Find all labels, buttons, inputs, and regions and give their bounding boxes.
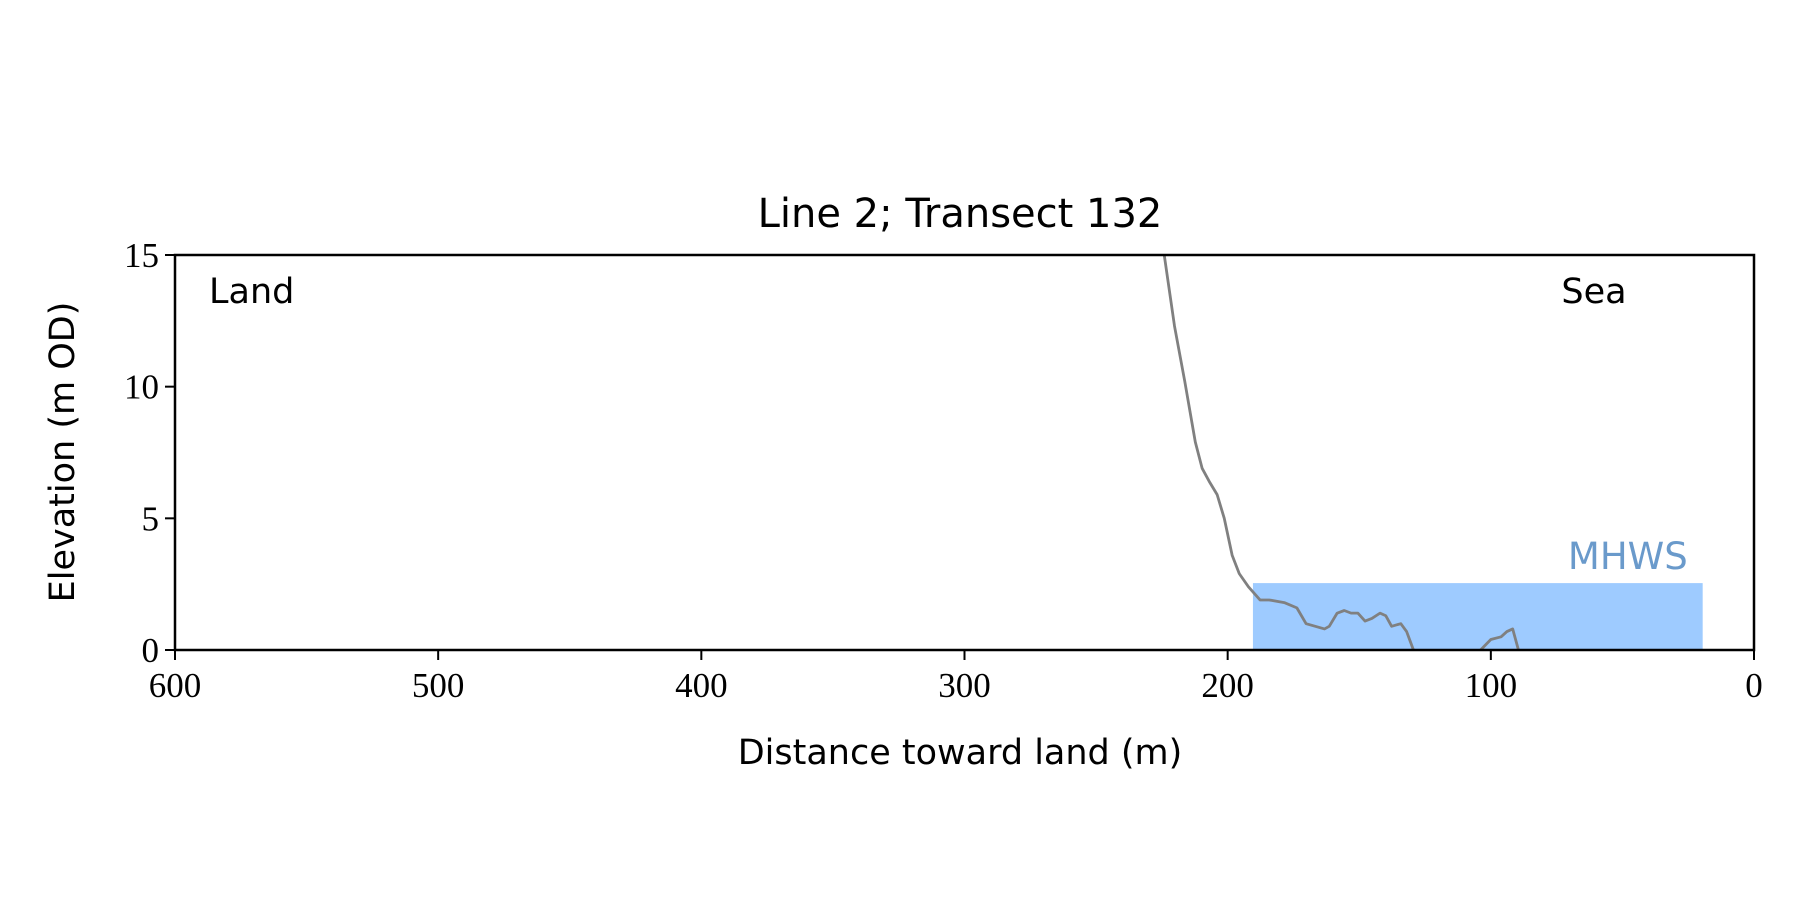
y-tick-label: 15 <box>124 236 159 275</box>
y-axis-label: Elevation (m OD) <box>43 302 83 603</box>
band-label: MHWS <box>1568 535 1688 578</box>
land-label: Land <box>209 272 294 312</box>
x-tick-label: 0 <box>1745 666 1763 705</box>
x-tick-label: 100 <box>1465 666 1518 705</box>
x-tick-label: 600 <box>149 666 202 705</box>
y-tick-label: 10 <box>124 368 159 407</box>
y-tick-label: 5 <box>142 499 160 538</box>
x-tick-label: 400 <box>675 666 728 705</box>
x-tick-label: 300 <box>938 666 991 705</box>
chart-title: Line 2; Transect 132 <box>758 191 1163 237</box>
sea-label: Sea <box>1561 272 1626 312</box>
x-axis-label: Distance toward land (m) <box>738 733 1183 773</box>
x-tick-label: 500 <box>412 666 465 705</box>
y-tick-label: 0 <box>142 631 160 670</box>
mhws-band <box>1252 583 1703 650</box>
x-tick-label: 200 <box>1201 666 1254 705</box>
